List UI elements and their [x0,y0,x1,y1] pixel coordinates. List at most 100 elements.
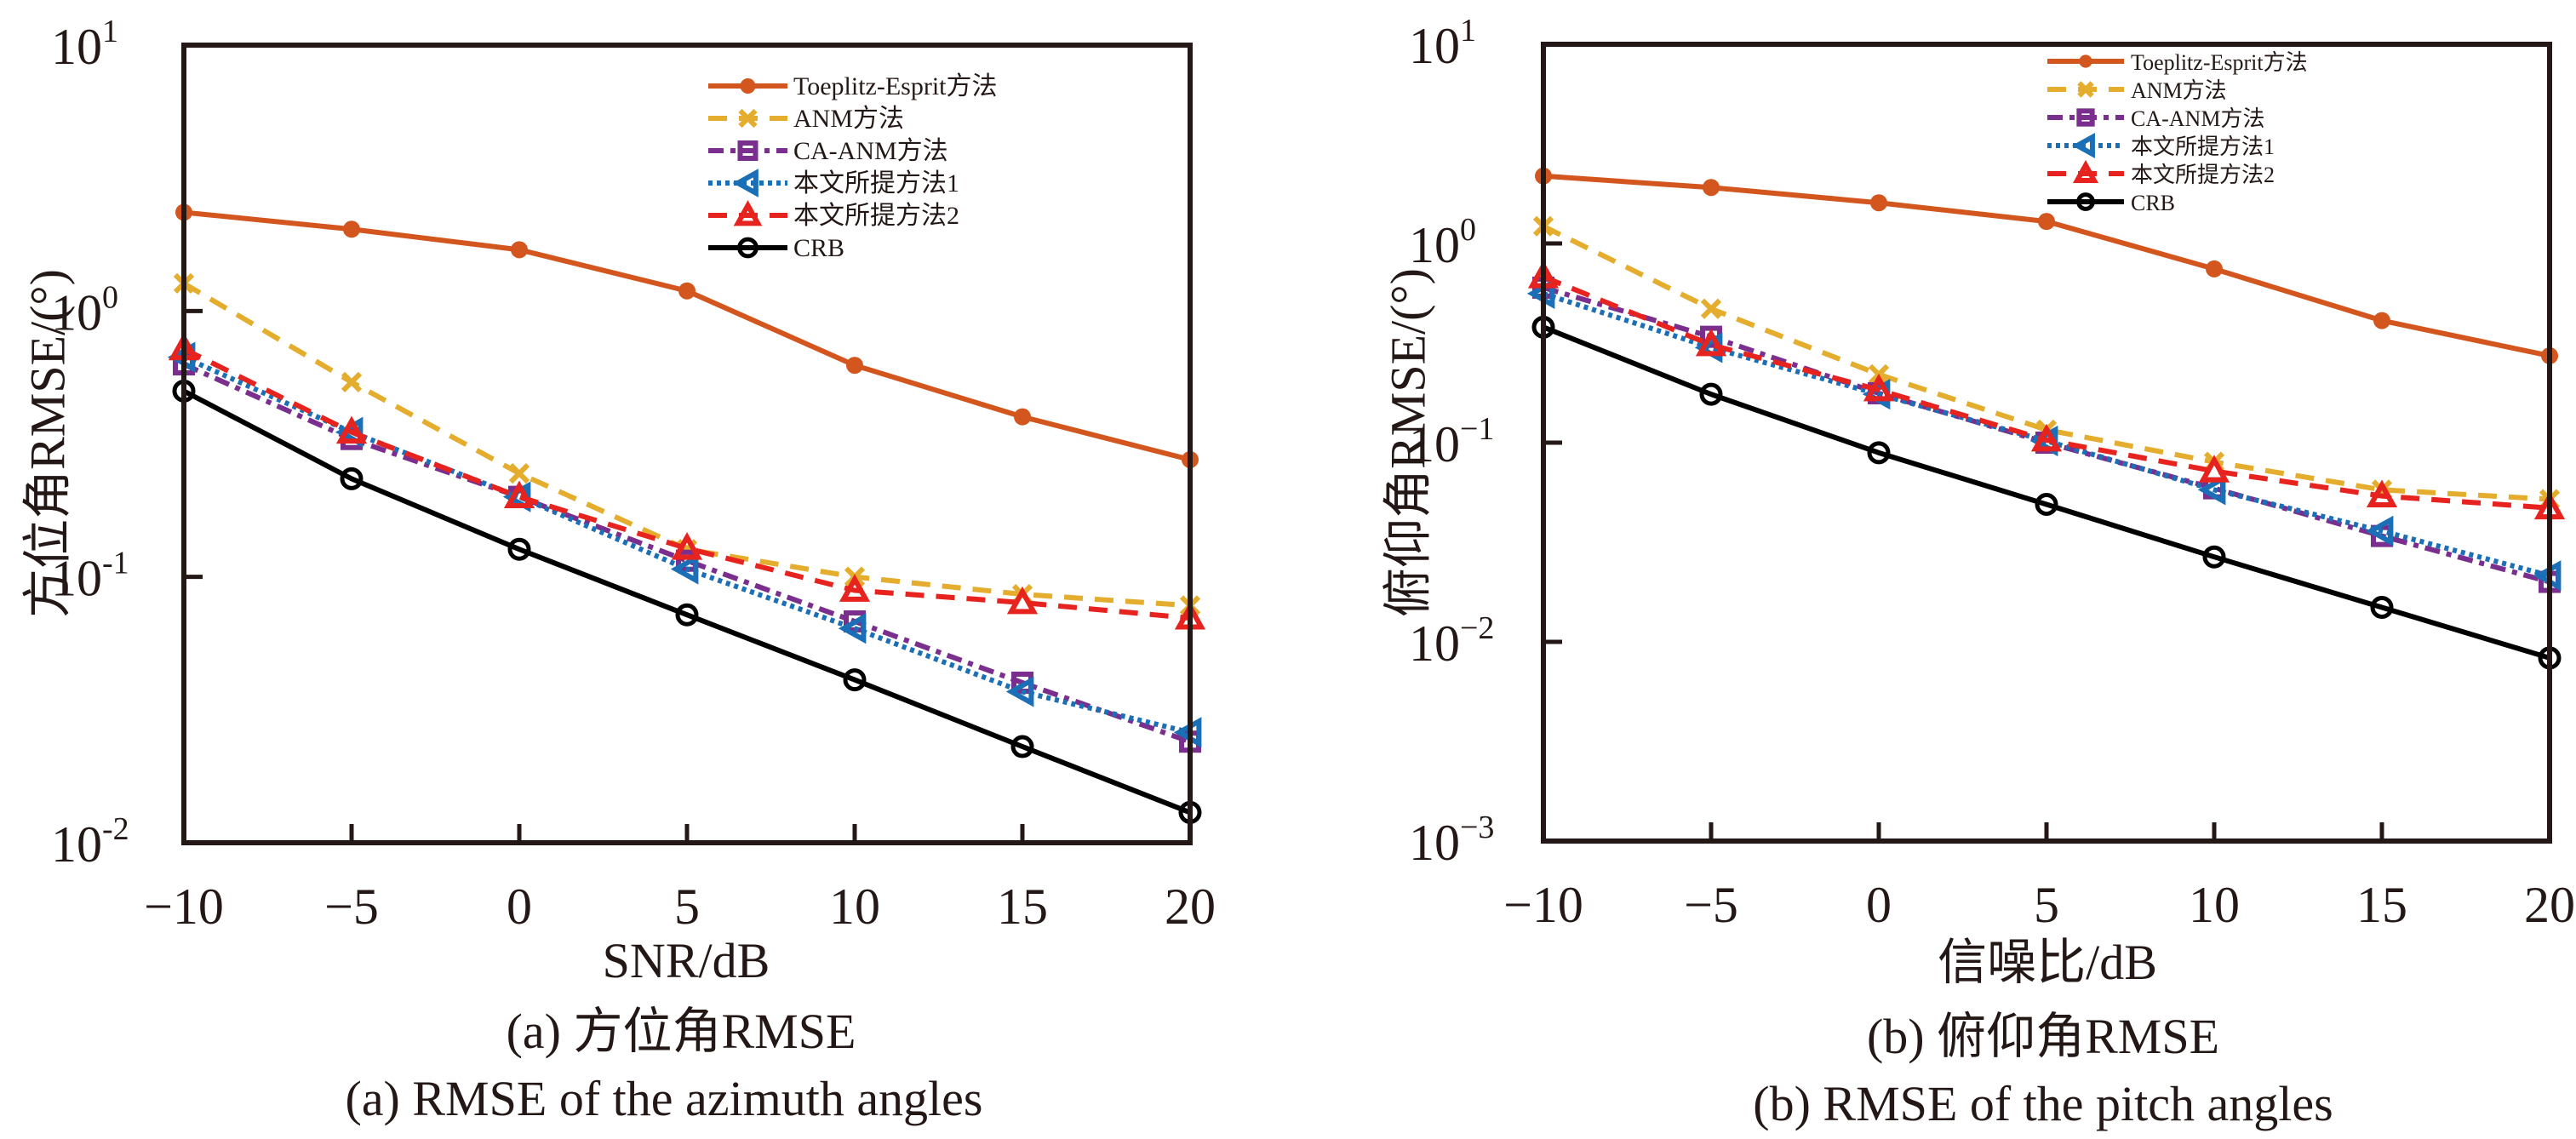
marker-left-triangle [2071,132,2095,159]
y-tick-base: 10 [1409,815,1460,871]
y-tick-base: 10 [1409,217,1460,273]
legend-label: CA-ANM方法 [2131,106,2264,131]
series-line-prop1 [182,354,1191,735]
series-toeplitz [175,203,1199,468]
x-tick-label: −5 [324,879,379,935]
marker-triangle [733,200,763,226]
legend-label: 本文所提方法1 [2131,135,2275,159]
y-tick-base: 10 [51,816,102,873]
y-tick-exponent: −1 [1460,411,1494,447]
series-layer [167,203,1206,824]
marker-open-circle [2202,545,2226,569]
y-tick-base: 10 [1409,416,1460,472]
y-tick-exponent: -1 [102,546,129,581]
legend-item-caanm: CA-ANM方法 [2047,106,2264,131]
y-tick-base: 10 [51,284,102,341]
legend-label: Toeplitz-Esprit方法 [793,72,998,100]
marker-filled-circle [678,282,696,300]
legend-label: 本文所提方法2 [793,202,959,230]
y-tick-exponent: -2 [102,811,129,847]
y-tick-base: 10 [51,551,102,607]
marker-filled-circle [1870,194,1887,212]
marker-filled-circle [2038,213,2055,231]
y-tick-base: 10 [1409,18,1460,74]
marker-open-circle [2035,492,2058,516]
legend-label: 本文所提方法2 [2131,163,2275,187]
marker-filled-circle [1703,179,1720,197]
marker-triangle [1863,373,1895,402]
x-tick-label: 15 [2356,877,2407,933]
caption-english: (a) RMSE of the azimuth angles [346,1071,983,1126]
x-tick-label: 0 [1866,877,1892,933]
marker-triangle [2366,479,2398,508]
series-crb [172,379,1202,824]
marker-filled-circle [2206,260,2223,278]
series-line-prop2 [182,346,1191,621]
marker-open-circle [2370,595,2394,619]
marker-left-triangle [1005,676,1034,707]
y-tick-exponent: 1 [102,14,118,49]
marker-square [737,140,758,161]
marker-left-triangle [838,613,867,644]
x-axis-label: SNR/dB [603,933,770,988]
legend-item-crb: CRB [2047,191,2175,215]
marker-x [341,371,363,393]
legend-item-toeplitz: Toeplitz-Esprit方法 [708,72,998,100]
series-line-crb [182,388,1192,816]
marker-triangle [1006,586,1039,615]
x-axis-label: 信噪比/dB [1938,935,2157,990]
marker-triangle [2072,159,2099,183]
marker-x [508,462,530,484]
marker-open-circle [737,237,758,259]
marker-left-triangle [732,169,758,197]
series-line-crb [1542,324,2550,661]
legend-label: CRB [2131,191,2175,215]
axis-ticks [1543,241,2384,841]
y-tick-exponent: −3 [1460,810,1494,845]
y-axis-label: 俯仰角RMSE/(°) [1380,268,1435,617]
series-toeplitz [1535,167,2558,364]
marker-triangle [503,480,535,509]
marker-left-triangle [2197,474,2226,506]
marker-triangle [1695,328,1727,357]
marker-x [738,108,758,129]
y-tick-exponent: −2 [1460,610,1494,646]
legend-item-crb: CRB [708,234,844,262]
marker-left-triangle [670,553,699,585]
legend-label: CRB [793,234,844,262]
marker-open-circle [1699,382,1723,406]
legend-label: 本文所提方法1 [793,169,959,197]
legend-label: ANM方法 [2131,78,2227,103]
marker-filled-circle [2079,54,2092,68]
y-tick-label: 101 [51,14,118,75]
marker-triangle [335,415,368,444]
marker-left-triangle [2365,515,2394,547]
marker-triangle [671,532,703,560]
y-tick-label: 100 [1409,212,1476,273]
marker-open-circle [2076,192,2095,211]
marker-open-circle [843,668,867,692]
x-tick-label: 10 [2189,877,2240,933]
marker-filled-circle [343,220,360,238]
x-tick-label: −10 [1503,877,1583,933]
marker-open-circle [675,603,699,627]
marker-x [2077,81,2094,98]
x-tick-label: 20 [2524,877,2575,933]
marker-triangle [839,574,871,602]
x-tick-label: −5 [1684,877,1738,933]
y-tick-label: 100 [51,279,118,341]
marker-triangle [2030,423,2063,452]
caption-english: (b) RMSE of the pitch angles [1753,1076,2333,1131]
legend-item-prop2: 本文所提方法2 [2047,159,2275,187]
legend-item-prop2: 本文所提方法2 [708,200,959,230]
y-tick-label: 101 [1409,13,1476,74]
legend-item-prop1: 本文所提方法1 [708,169,959,197]
y-tick-label: 10-1 [51,546,129,607]
